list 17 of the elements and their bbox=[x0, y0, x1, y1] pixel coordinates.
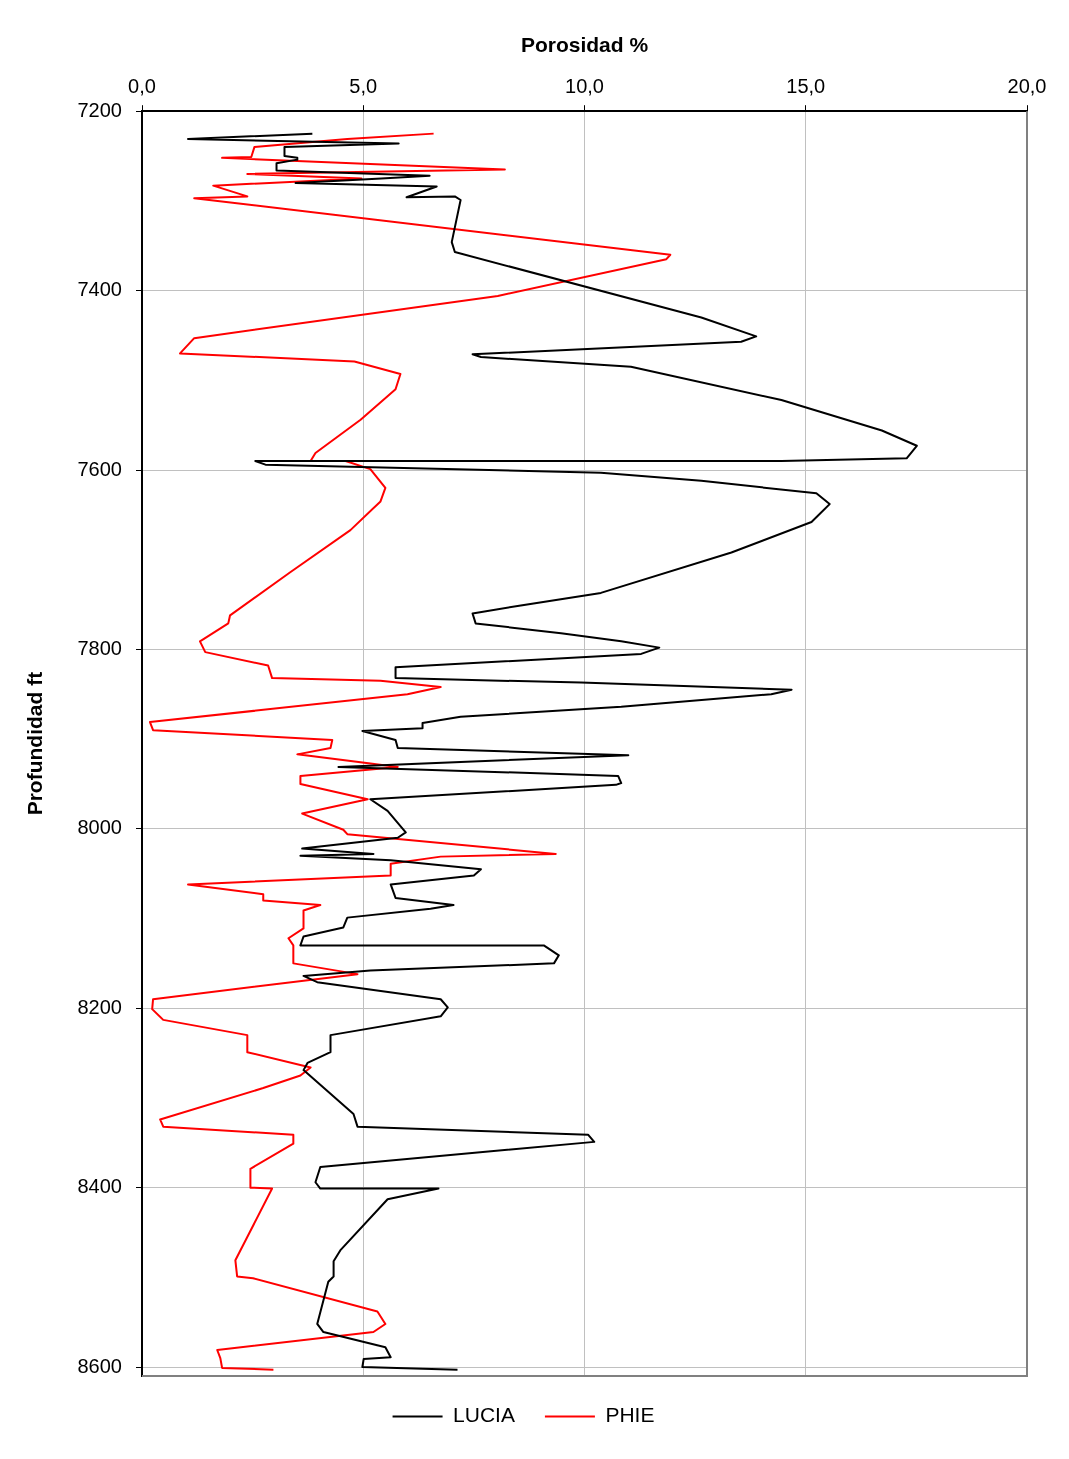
x-tick-label: 10,0 bbox=[565, 74, 604, 97]
x-tick-label: 0,0 bbox=[128, 74, 156, 97]
y-tick-label: 7600 bbox=[77, 457, 122, 480]
y-tick-label: 8000 bbox=[77, 816, 122, 839]
x-axis-title: Porosidad % bbox=[520, 33, 649, 57]
legend-label: LUCIA bbox=[453, 1403, 515, 1427]
x-tick-label: 20,0 bbox=[1007, 74, 1047, 97]
x-tick-label: 15,0 bbox=[786, 74, 826, 97]
y-tick-label: 7200 bbox=[77, 98, 122, 121]
y-tick-label: 8200 bbox=[77, 995, 122, 1018]
y-tick-label: 7400 bbox=[77, 278, 122, 301]
y-axis-title: Profundidad ft bbox=[23, 671, 47, 816]
y-tick-label: 7800 bbox=[77, 636, 122, 659]
legend-label: PHIE bbox=[605, 1403, 655, 1427]
y-tick-label: 8600 bbox=[77, 1354, 122, 1377]
x-tick-label: 5,0 bbox=[349, 74, 378, 97]
y-tick-label: 8400 bbox=[77, 1175, 122, 1198]
